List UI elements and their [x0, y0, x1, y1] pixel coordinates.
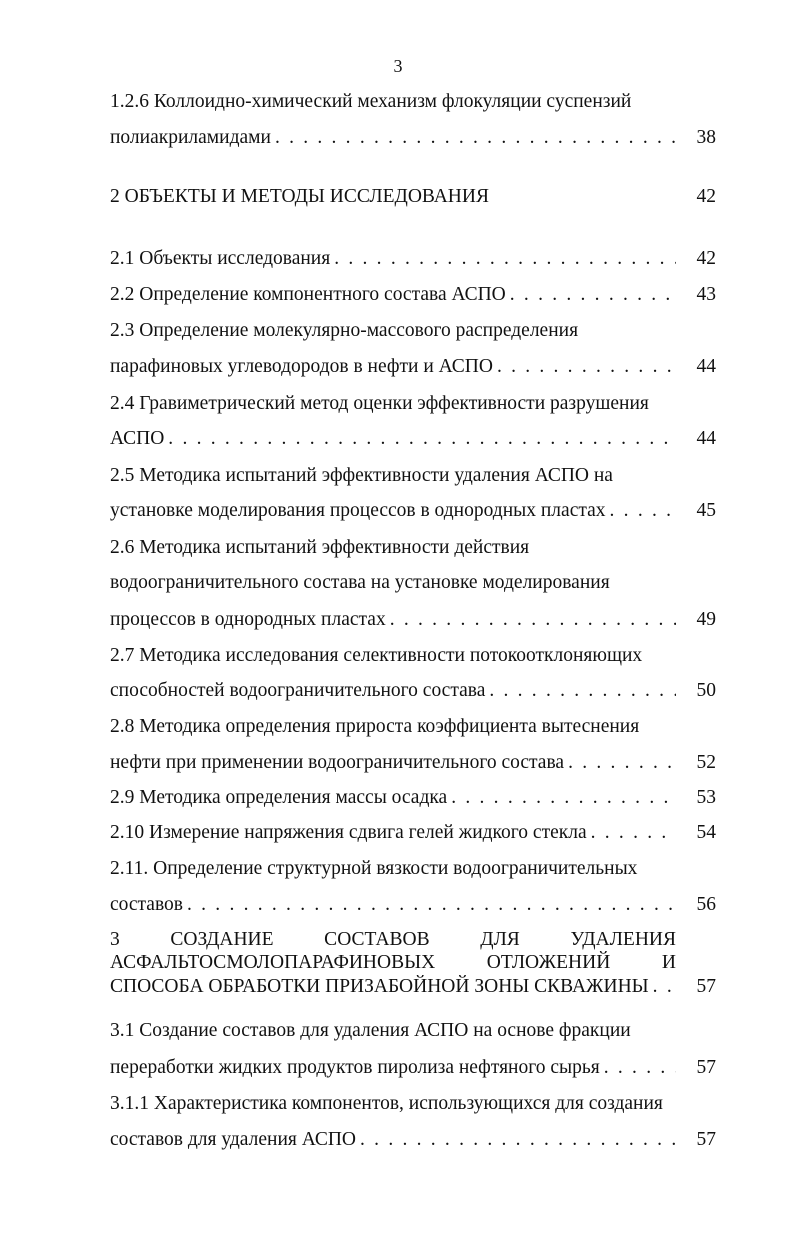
toc-entry-text: 2.9 Методика определения массы осадка — [110, 787, 448, 808]
toc-entry-line: переработки жидких продуктов пиролиза не… — [110, 1056, 676, 1080]
toc-entry-line: водоограничительного состава на установк… — [110, 571, 676, 595]
toc-entry-text: 2.2 Определение компонентного состава АС… — [110, 284, 506, 305]
toc-entry-line: 2 ОБЪЕКТЫ И МЕТОДЫ ИССЛЕДОВАНИЯ — [110, 185, 676, 209]
toc-page-number: 57 — [696, 1129, 717, 1150]
dot-leader: . . . . . . . . . . . . . . . . . . . . … — [334, 248, 676, 269]
dot-leader: . . . . . . . . . . . . . . . . . . . . … — [168, 428, 676, 449]
toc-entry-line: 3 СОЗДАНИЕ СОСТАВОВ ДЛЯ УДАЛЕНИЯ — [110, 928, 676, 952]
dot-leader: . . . . . . . . . . . . . . . . . . . . … — [652, 976, 676, 997]
page-number: 3 — [393, 56, 403, 76]
toc-entry-line: установке моделирования процессов в одно… — [110, 499, 676, 523]
toc-entry-line: АСПО. . . . . . . . . . . . . . . . . . … — [110, 427, 676, 451]
toc-page-number: 38 — [696, 127, 717, 148]
toc-page-number: 57 — [696, 976, 717, 997]
dot-leader: . . . . . . . . . . . . . . . . . . . . … — [187, 894, 676, 915]
dot-leader: . . . . . . . . . . . . . . . . . . . . … — [274, 127, 676, 148]
toc-entry-line: 1.2.6 Коллоидно-химический механизм флок… — [110, 90, 676, 114]
toc-entry-text: 2.11. Определение структурной вязкости в… — [110, 858, 638, 879]
toc-entry-text: 2 ОБЪЕКТЫ И МЕТОДЫ ИССЛЕДОВАНИЯ — [110, 186, 489, 207]
toc-entry-text: СПОСОБА ОБРАБОТКИ ПРИЗАБОЙНОЙ ЗОНЫ СКВАЖ… — [110, 976, 649, 997]
toc-entry-text: 2.10 Измерение напряжения сдвига гелей ж… — [110, 822, 587, 843]
toc-page-number: 49 — [696, 609, 717, 630]
toc-entry-text: установке моделирования процессов в одно… — [110, 500, 606, 521]
toc-entry-text: 2.6 Методика испытаний эффективности дей… — [110, 537, 530, 558]
toc-entry-text: 2.8 Методика определения прироста коэффи… — [110, 716, 640, 737]
dot-leader: . . . . . . . . . . . . . . . . . . . . … — [590, 822, 676, 843]
dot-leader: . . . . . . . . . . . . . . . . . . . . … — [568, 752, 676, 773]
toc-page-number: 54 — [696, 822, 717, 843]
toc-entry-text: водоограничительного состава на установк… — [110, 572, 610, 593]
toc-entry-line: 2.1 Объекты исследования. . . . . . . . … — [110, 247, 676, 271]
toc-entry-text: процессов в однородных пластах — [110, 609, 386, 630]
toc-entry-text: 3.1.1 Характеристика компонентов, исполь… — [110, 1093, 663, 1114]
toc-entry-line: составов. . . . . . . . . . . . . . . . … — [110, 893, 676, 917]
dot-leader: . . . . . . . . . . . . . . . . . . . . … — [489, 680, 676, 701]
toc-page-number: 56 — [696, 894, 717, 915]
toc-page-number: 42 — [696, 248, 717, 269]
toc-entry-line: 2.5 Методика испытаний эффективности уда… — [110, 464, 676, 488]
toc-page-number: 45 — [696, 500, 717, 521]
toc-entry-line: парафиновых углеводородов в нефти и АСПО… — [110, 355, 676, 379]
toc-entry-text: 2.1 Объекты исследования — [110, 248, 331, 269]
toc-entry-text: способностей водоограничительного состав… — [110, 680, 486, 701]
toc-entry-line: 2.9 Методика определения массы осадка. .… — [110, 786, 676, 810]
toc-entry-text: 2.4 Гравиметрический метод оценки эффект… — [110, 393, 649, 414]
dot-leader: . . . . . . . . . . . . . . . . . . . . … — [609, 500, 676, 521]
toc-entry-line: 3.1 Создание составов для удаления АСПО … — [110, 1019, 676, 1043]
toc-entry-text: нефти при применении водоограничительног… — [110, 752, 565, 773]
dot-leader: . . . . . . . . . . . . . . . . . . . . … — [509, 284, 676, 305]
toc-entry-line: полиакриламидами. . . . . . . . . . . . … — [110, 126, 676, 150]
dot-leader: . . . . . . . . . . . . . . . . . . . . … — [496, 356, 676, 377]
toc-entry-line: 2.4 Гравиметрический метод оценки эффект… — [110, 392, 676, 416]
toc-entry-text: составов для удаления АСПО — [110, 1129, 357, 1150]
toc-entry-text: 2.7 Методика исследования селективности … — [110, 645, 643, 666]
toc-entry-text: составов — [110, 894, 183, 915]
dot-leader: . . . . . . . . . . . . . . . . . . . . … — [389, 609, 676, 630]
toc-page-number: 53 — [696, 787, 717, 808]
toc-entry-text: 3 СОЗДАНИЕ СОСТАВОВ ДЛЯ УДАЛЕНИЯ — [110, 929, 676, 950]
toc-entry-line: 2.10 Измерение напряжения сдвига гелей ж… — [110, 821, 676, 845]
toc-page-number: 42 — [696, 186, 717, 207]
toc-entry-line: процессов в однородных пластах. . . . . … — [110, 608, 676, 632]
toc-page-number: 44 — [696, 356, 717, 377]
toc-entry-line: 3.1.1 Характеристика компонентов, исполь… — [110, 1092, 676, 1116]
toc-entry-text: 3.1 Создание составов для удаления АСПО … — [110, 1020, 631, 1041]
toc-entry-line: 2.11. Определение структурной вязкости в… — [110, 857, 676, 881]
toc-page-number: 44 — [696, 428, 717, 449]
dot-leader: . . . . . . . . . . . . . . . . . . . . … — [360, 1129, 676, 1150]
toc-entry-text: 2.3 Определение молекулярно-массового ра… — [110, 320, 579, 341]
toc-page-number: 43 — [696, 284, 717, 305]
toc-entry-line: 2.7 Методика исследования селективности … — [110, 644, 676, 668]
toc-entry-text: полиакриламидами — [110, 127, 271, 148]
toc-page-number: 50 — [696, 680, 717, 701]
toc-page-number: 52 — [696, 752, 717, 773]
toc-entry-line: составов для удаления АСПО. . . . . . . … — [110, 1128, 676, 1152]
toc-entry-line: нефти при применении водоограничительног… — [110, 751, 676, 775]
dot-leader: . . . . . . . . . . . . . . . . . . . . … — [451, 787, 676, 808]
toc-entry-text: парафиновых углеводородов в нефти и АСПО — [110, 356, 493, 377]
toc-entry-line: 2.2 Определение компонентного состава АС… — [110, 283, 676, 307]
toc-entry-line: 2.3 Определение молекулярно-массового ра… — [110, 319, 676, 343]
toc-entry-text: АСФАЛЬТОСМОЛОПАРАФИНОВЫХ ОТЛОЖЕНИЙ И — [110, 952, 676, 973]
toc-page-number: 57 — [696, 1057, 717, 1078]
toc-entry-text: переработки жидких продуктов пиролиза не… — [110, 1057, 600, 1078]
toc-entry-line: 2.6 Методика испытаний эффективности дей… — [110, 536, 676, 560]
toc-entry-text: 2.5 Методика испытаний эффективности уда… — [110, 465, 613, 486]
toc-entry-line: АСФАЛЬТОСМОЛОПАРАФИНОВЫХ ОТЛОЖЕНИЙ И — [110, 951, 676, 975]
toc-entry-text: 1.2.6 Коллоидно-химический механизм флок… — [110, 91, 632, 112]
toc-entry-text: АСПО — [110, 428, 165, 449]
dot-leader: . . . . . . . . . . . . . . . . . . . . … — [603, 1057, 676, 1078]
toc-entry-line: 2.8 Методика определения прироста коэффи… — [110, 715, 676, 739]
toc-entry-line: СПОСОБА ОБРАБОТКИ ПРИЗАБОЙНОЙ ЗОНЫ СКВАЖ… — [110, 975, 676, 999]
toc-entry-line: способностей водоограничительного состав… — [110, 679, 676, 703]
